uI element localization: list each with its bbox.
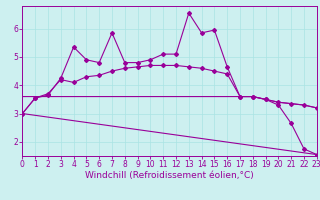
X-axis label: Windchill (Refroidissement éolien,°C): Windchill (Refroidissement éolien,°C) [85,171,254,180]
